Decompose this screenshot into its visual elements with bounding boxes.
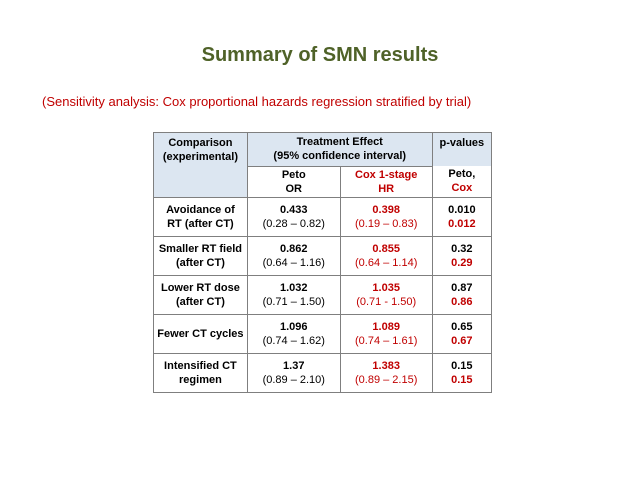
row-label-line2: RT (after CT)	[167, 217, 234, 230]
table-row: Avoidance of RT (after CT) 0.433 (0.28 –…	[153, 196, 493, 237]
p-peto-value: 0.65	[451, 320, 473, 333]
row-label: Avoidance of RT (after CT)	[153, 196, 248, 237]
cox-hr-value: 1.035	[372, 281, 400, 294]
row-label-line1: Smaller RT field	[158, 242, 242, 255]
header-comparison-line1: Comparison	[168, 136, 233, 149]
row-label: Intensified CT regimen	[153, 352, 248, 393]
header-comparison-blank	[153, 166, 248, 198]
cox-cell: 0.855 (0.64 – 1.14)	[339, 235, 433, 276]
cox-hr-value: 0.855	[372, 242, 400, 255]
row-label: Fewer CT cycles	[153, 313, 248, 354]
header-pvalues-label: p-values	[439, 137, 485, 149]
header-effect-line1: Treatment Effect	[296, 136, 383, 149]
header-pv-cox: Cox	[451, 182, 473, 195]
header-pv-methods: Peto, Cox	[431, 166, 493, 198]
peto-ci-value: (0.64 – 1.16)	[262, 256, 325, 269]
pvalue-cell: 0.15 0.15	[431, 352, 493, 393]
cox-ci-value: (0.71 - 1.50)	[356, 295, 417, 308]
cox-ci-value: (0.19 – 0.83)	[354, 217, 418, 230]
row-label-line1: Avoidance of	[166, 203, 235, 216]
peto-ci-value: (0.28 – 0.82)	[262, 217, 325, 230]
slide-subtitle: (Sensitivity analysis: Cox proportional …	[42, 94, 472, 109]
peto-or-value: 1.032	[279, 281, 308, 294]
row-label-line1: Intensified CT	[164, 359, 237, 372]
header-peto-or: Peto OR	[246, 165, 341, 198]
header-comparison-line2: (experimental)	[162, 150, 239, 163]
header-pvalues: p-values	[431, 132, 493, 166]
p-peto-value: 0.010	[448, 203, 476, 216]
row-label: Lower RT dose (after CT)	[153, 274, 248, 315]
p-cox-value: 0.15	[451, 373, 473, 386]
cox-ci-value: (0.64 – 1.14)	[354, 256, 418, 269]
table-row: Intensified CT regimen 1.37 (0.89 – 2.10…	[153, 352, 493, 393]
p-cox-value: 0.86	[451, 295, 473, 308]
row-label-line1: Fewer CT cycles	[157, 327, 244, 340]
results-table: Comparison (experimental) Treatment Effe…	[153, 132, 493, 393]
peto-cell: 1.032 (0.71 – 1.50)	[246, 274, 341, 315]
header-cox-hr: Cox 1-stage HR	[339, 165, 433, 198]
cox-ci-value: (0.74 – 1.61)	[354, 334, 418, 347]
peto-ci-value: (0.89 – 2.10)	[262, 373, 325, 386]
p-peto-value: 0.32	[451, 242, 473, 255]
peto-or-value: 0.862	[279, 242, 308, 255]
slide-title: Summary of SMN results	[201, 44, 439, 66]
table-row: Fewer CT cycles 1.096 (0.74 – 1.62) 1.08…	[153, 313, 493, 354]
cox-hr-value: 0.398	[372, 203, 400, 216]
cox-ci-value: (0.89 – 2.15)	[354, 373, 418, 386]
header-peto-line2: OR	[285, 182, 303, 195]
header-row-1: Comparison (experimental) Treatment Effe…	[153, 132, 493, 167]
peto-cell: 1.37 (0.89 – 2.10)	[246, 352, 341, 393]
row-label-line2: (after CT)	[175, 256, 225, 269]
row-label: Smaller RT field (after CT)	[153, 235, 248, 276]
peto-or-value: 1.096	[279, 320, 308, 333]
row-label-line2: (after CT)	[175, 295, 225, 308]
p-peto-value: 0.87	[451, 281, 473, 294]
peto-cell: 0.862 (0.64 – 1.16)	[246, 235, 341, 276]
p-cox-value: 0.012	[448, 217, 476, 230]
header-treatment-effect: Treatment Effect (95% confidence interva…	[246, 132, 433, 167]
peto-cell: 1.096 (0.74 – 1.62)	[246, 313, 341, 354]
header-pv-peto: Peto,	[448, 168, 476, 181]
p-cox-value: 0.67	[451, 334, 473, 347]
p-cox-value: 0.29	[451, 256, 473, 269]
cox-cell: 1.383 (0.89 – 2.15)	[339, 352, 433, 393]
cox-cell: 1.035 (0.71 - 1.50)	[339, 274, 433, 315]
peto-or-value: 0.433	[279, 203, 308, 216]
pvalue-cell: 0.010 0.012	[431, 196, 493, 237]
table-row: Lower RT dose (after CT) 1.032 (0.71 – 1…	[153, 274, 493, 315]
p-peto-value: 0.15	[451, 359, 473, 372]
header-row-2: Peto OR Cox 1-stage HR Peto, Cox	[153, 165, 493, 198]
table-row: Smaller RT field (after CT) 0.862 (0.64 …	[153, 235, 493, 276]
row-label-line1: Lower RT dose	[160, 281, 240, 294]
pvalue-cell: 0.87 0.86	[431, 274, 493, 315]
header-cox-line2: HR	[378, 182, 395, 195]
peto-ci-value: (0.71 – 1.50)	[262, 295, 325, 308]
row-label-line2: regimen	[179, 373, 222, 386]
header-effect-line2: (95% confidence interval)	[273, 150, 407, 163]
header-peto-line1: Peto	[281, 168, 306, 181]
header-cox-line1: Cox 1-stage	[355, 168, 418, 181]
pvalue-cell: 0.65 0.67	[431, 313, 493, 354]
peto-ci-value: (0.74 – 1.62)	[262, 334, 325, 347]
peto-or-value: 1.37	[283, 359, 305, 372]
cox-hr-value: 1.089	[372, 320, 400, 333]
peto-cell: 0.433 (0.28 – 0.82)	[246, 196, 341, 237]
cox-hr-value: 1.383	[372, 359, 400, 372]
cox-cell: 1.089 (0.74 – 1.61)	[339, 313, 433, 354]
pvalue-cell: 0.32 0.29	[431, 235, 493, 276]
header-comparison: Comparison (experimental)	[153, 132, 248, 166]
cox-cell: 0.398 (0.19 – 0.83)	[339, 196, 433, 237]
